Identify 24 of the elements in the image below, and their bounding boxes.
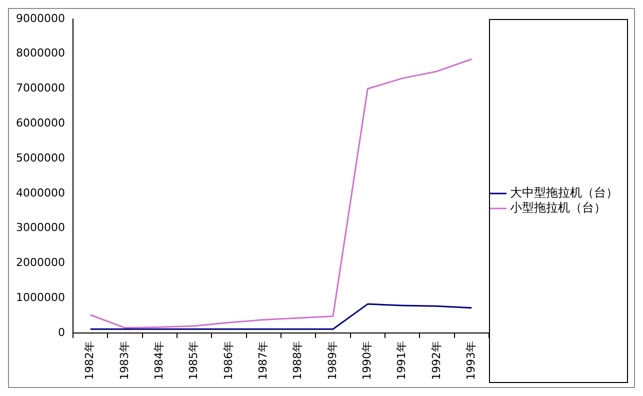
legend-label: 大中型拖拉机（台） (510, 186, 618, 200)
x-tick-label: 1988年 (291, 341, 304, 380)
y-tick-label: 3000000 (16, 221, 65, 234)
y-tick-label: 2000000 (16, 256, 65, 270)
y-tick-label: 6000000 (16, 116, 65, 130)
x-tick-label: 1992年 (430, 341, 443, 380)
x-tick-label: 1985年 (187, 341, 200, 380)
y-tick-label: 9000000 (16, 12, 65, 25)
y-tick-label: 1000000 (16, 290, 65, 304)
y-tick-label: 7000000 (16, 82, 65, 95)
x-tick-label: 1984年 (152, 341, 166, 380)
x-tick-label: 1991年 (395, 341, 408, 380)
y-tick-label: 8000000 (16, 46, 65, 60)
x-tick-label: 1993年 (464, 341, 478, 380)
x-tick-label: 1990年 (360, 341, 374, 380)
y-tick-label: 0 (58, 326, 65, 339)
legend-label: 小型拖拉机（台） (510, 200, 606, 215)
y-tick-label: 5000000 (16, 151, 65, 164)
y-tick-label: 4000000 (16, 186, 65, 200)
x-tick-label: 1989年 (326, 341, 339, 380)
x-tick-label: 1982年 (83, 341, 96, 380)
x-tick-label: 1987年 (256, 341, 270, 380)
x-tick-label: 1986年 (222, 341, 235, 380)
x-tick-label: 1983年 (118, 341, 131, 380)
